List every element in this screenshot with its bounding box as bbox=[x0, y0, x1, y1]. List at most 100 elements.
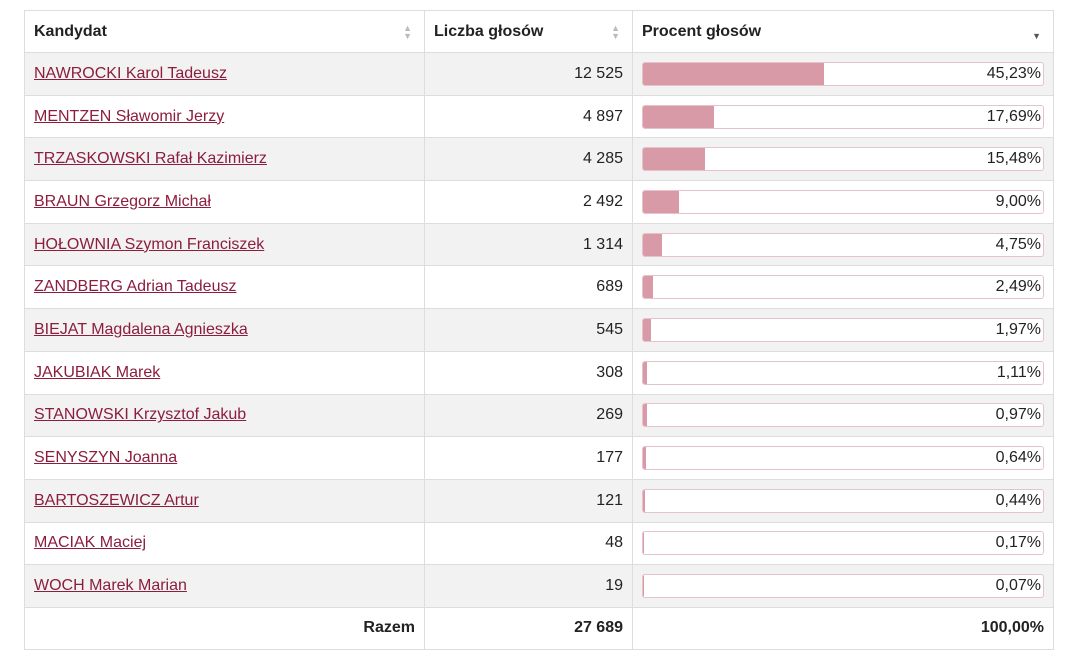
percent-label: 2,49% bbox=[995, 278, 1041, 296]
table-row: JAKUBIAK Marek 308 1,11% bbox=[24, 350, 1054, 395]
candidate-cell: HOŁOWNIA Szymon Franciszek bbox=[24, 222, 425, 267]
percent-label: 45,23% bbox=[986, 64, 1041, 82]
candidate-link[interactable]: BIEJAT Magdalena Agnieszka bbox=[34, 320, 248, 338]
total-label: Razem bbox=[24, 606, 425, 650]
percent-bar: 4,75% bbox=[642, 232, 1044, 257]
candidate-link[interactable]: WOCH Marek Marian bbox=[34, 577, 187, 595]
sort-desc-icon: ▲▼ bbox=[1032, 30, 1041, 41]
sort-icon: ▲ ▼ bbox=[403, 22, 412, 41]
candidate-cell: MENTZEN Sławomir Jerzy bbox=[24, 94, 425, 139]
votes-cell: 689 bbox=[424, 265, 633, 310]
header-percent[interactable]: Procent głosów ▲▼ bbox=[632, 10, 1054, 53]
percent-cell: 2,49% bbox=[632, 265, 1054, 310]
votes-cell: 1 314 bbox=[424, 222, 633, 267]
candidate-cell: NAWROCKI Karol Tadeusz bbox=[24, 52, 425, 96]
percent-bar: 1,97% bbox=[642, 317, 1044, 342]
sort-icon: ▲ ▼ bbox=[611, 22, 620, 41]
votes-cell: 121 bbox=[424, 478, 633, 523]
total-votes: 27 689 bbox=[424, 606, 633, 650]
percent-bar: 17,69% bbox=[642, 104, 1044, 129]
percent-label: 1,11% bbox=[996, 363, 1041, 381]
percent-cell: 0,64% bbox=[632, 436, 1054, 480]
candidate-link[interactable]: BRAUN Grzegorz Michał bbox=[34, 192, 211, 210]
percent-bar-fill bbox=[643, 318, 651, 341]
candidate-link[interactable]: HOŁOWNIA Szymon Franciszek bbox=[34, 235, 265, 253]
percent-cell: 45,23% bbox=[632, 52, 1054, 96]
percent-label: 15,48% bbox=[986, 150, 1041, 168]
votes-cell: 12 525 bbox=[424, 52, 633, 96]
percent-cell: 1,11% bbox=[632, 350, 1054, 395]
percent-cell: 0,17% bbox=[632, 521, 1054, 566]
table-row: STANOWSKI Krzysztof Jakub 269 0,97% bbox=[24, 393, 1054, 438]
table-row: WOCH Marek Marian 19 0,07% bbox=[24, 564, 1054, 608]
candidate-cell: BIEJAT Magdalena Agnieszka bbox=[24, 308, 425, 352]
percent-label: 0,07% bbox=[995, 577, 1041, 595]
percent-bar-fill bbox=[643, 276, 653, 299]
percent-bar-fill bbox=[643, 404, 647, 427]
candidate-link[interactable]: NAWROCKI Karol Tadeusz bbox=[34, 64, 227, 82]
percent-cell: 4,75% bbox=[632, 222, 1054, 267]
percent-bar: 15,48% bbox=[642, 147, 1044, 172]
total-row: Razem 27 689 100,00% bbox=[24, 606, 1054, 650]
candidate-link[interactable]: ZANDBERG Adrian Tadeusz bbox=[34, 278, 237, 296]
candidate-cell: STANOWSKI Krzysztof Jakub bbox=[24, 393, 425, 438]
votes-cell: 308 bbox=[424, 350, 633, 395]
candidate-cell: WOCH Marek Marian bbox=[24, 564, 425, 608]
candidate-cell: ZANDBERG Adrian Tadeusz bbox=[24, 265, 425, 310]
percent-bar: 9,00% bbox=[642, 189, 1044, 214]
percent-bar-fill bbox=[643, 489, 645, 512]
header-candidate[interactable]: Kandydat ▲ ▼ bbox=[24, 10, 425, 53]
percent-label: 0,44% bbox=[995, 491, 1041, 509]
percent-label: 0,64% bbox=[995, 449, 1041, 467]
percent-cell: 0,97% bbox=[632, 393, 1054, 438]
percent-cell: 0,07% bbox=[632, 564, 1054, 608]
percent-bar: 0,17% bbox=[642, 531, 1044, 556]
table-row: HOŁOWNIA Szymon Franciszek 1 314 4,75% bbox=[24, 222, 1054, 267]
header-votes[interactable]: Liczba głosów ▲ ▼ bbox=[424, 10, 633, 53]
header-votes-label: Liczba głosów bbox=[434, 22, 544, 40]
percent-label: 17,69% bbox=[986, 107, 1041, 125]
table-row: BIEJAT Magdalena Agnieszka 545 1,97% bbox=[24, 308, 1054, 352]
candidate-cell: JAKUBIAK Marek bbox=[24, 350, 425, 395]
percent-bar-fill bbox=[643, 105, 714, 128]
votes-cell: 4 285 bbox=[424, 137, 633, 182]
percent-cell: 1,97% bbox=[632, 308, 1054, 352]
table-header-row: Kandydat ▲ ▼ Liczba głosów ▲ ▼ Procent gło… bbox=[24, 10, 1054, 53]
total-percent: 100,00% bbox=[632, 606, 1054, 650]
candidate-link[interactable]: MENTZEN Sławomir Jerzy bbox=[34, 107, 225, 125]
table-row: SENYSZYN Joanna 177 0,64% bbox=[24, 436, 1054, 480]
percent-cell: 15,48% bbox=[632, 137, 1054, 182]
percent-bar-fill bbox=[643, 532, 644, 555]
candidate-cell: BRAUN Grzegorz Michał bbox=[24, 180, 425, 224]
candidate-cell: TRZASKOWSKI Rafał Kazimierz bbox=[24, 137, 425, 182]
candidate-link[interactable]: BARTOSZEWICZ Artur bbox=[34, 491, 199, 509]
table-row: TRZASKOWSKI Rafał Kazimierz 4 285 15,48% bbox=[24, 137, 1054, 182]
candidate-cell: BARTOSZEWICZ Artur bbox=[24, 478, 425, 523]
votes-cell: 177 bbox=[424, 436, 633, 480]
percent-cell: 17,69% bbox=[632, 94, 1054, 139]
percent-label: 0,17% bbox=[995, 534, 1041, 552]
table-row: BARTOSZEWICZ Artur 121 0,44% bbox=[24, 478, 1054, 523]
votes-cell: 19 bbox=[424, 564, 633, 608]
candidate-link[interactable]: MACIAK Maciej bbox=[34, 534, 147, 552]
table-row: BRAUN Grzegorz Michał 2 492 9,00% bbox=[24, 180, 1054, 224]
percent-cell: 9,00% bbox=[632, 180, 1054, 224]
candidate-link[interactable]: TRZASKOWSKI Rafał Kazimierz bbox=[34, 150, 267, 168]
table-row: MACIAK Maciej 48 0,17% bbox=[24, 521, 1054, 566]
percent-label: 1,97% bbox=[995, 320, 1041, 338]
percent-bar-fill bbox=[643, 190, 679, 213]
header-percent-label: Procent głosów bbox=[642, 22, 762, 40]
votes-cell: 4 897 bbox=[424, 94, 633, 139]
table-body: NAWROCKI Karol Tadeusz 12 525 45,23% MENTZE… bbox=[24, 52, 1054, 608]
candidate-link[interactable]: SENYSZYN Joanna bbox=[34, 449, 178, 467]
table-row: NAWROCKI Karol Tadeusz 12 525 45,23% bbox=[24, 52, 1054, 96]
table-row: ZANDBERG Adrian Tadeusz 689 2,49% bbox=[24, 265, 1054, 310]
votes-cell: 545 bbox=[424, 308, 633, 352]
percent-bar-fill bbox=[643, 148, 705, 171]
candidate-cell: MACIAK Maciej bbox=[24, 521, 425, 566]
percent-bar-fill bbox=[643, 361, 648, 384]
percent-bar: 0,44% bbox=[642, 488, 1044, 513]
percent-label: 0,97% bbox=[995, 406, 1041, 424]
candidate-link[interactable]: STANOWSKI Krzysztof Jakub bbox=[34, 406, 247, 424]
candidate-link[interactable]: JAKUBIAK Marek bbox=[34, 363, 161, 381]
